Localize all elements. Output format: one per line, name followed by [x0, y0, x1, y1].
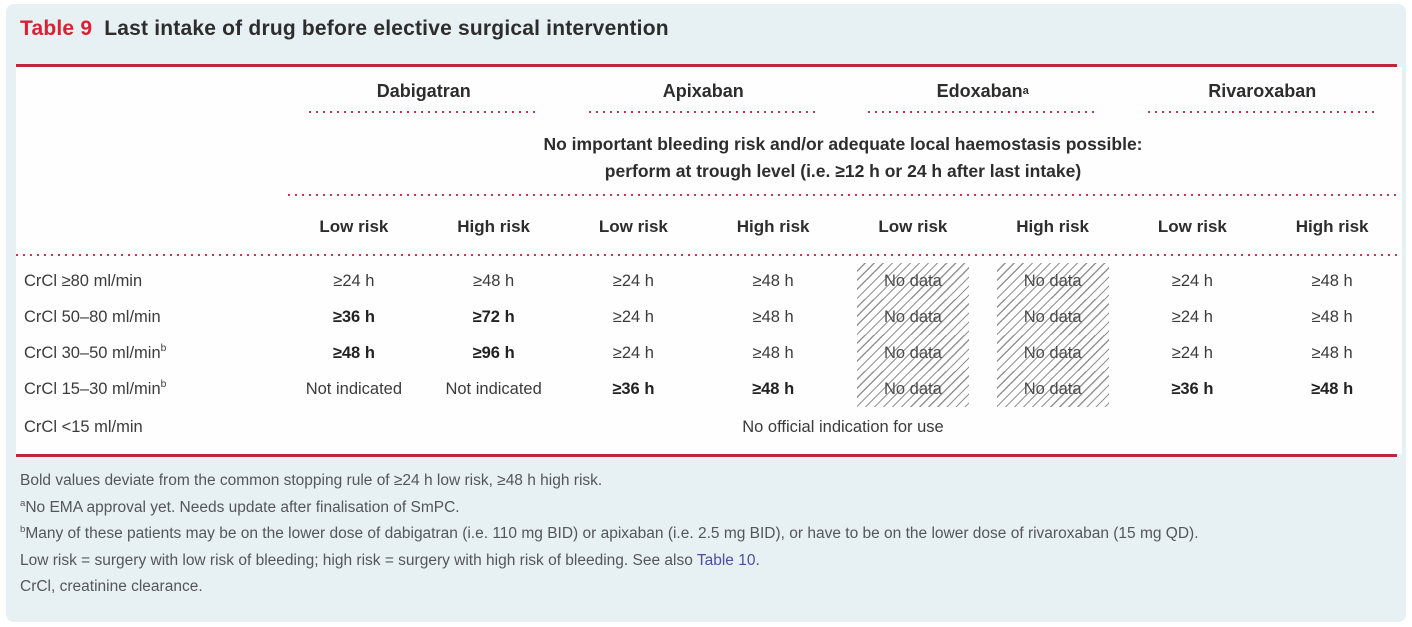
- full-dotted-divider: [16, 254, 1402, 256]
- footnote-bold-values: Bold values deviate from the common stop…: [20, 472, 603, 489]
- value-cell: ≥24 h: [333, 271, 375, 290]
- value-cell: ≥48 h: [1311, 307, 1353, 326]
- value-cell: ≥48 h: [752, 271, 794, 290]
- value-cell: ≥24 h: [612, 307, 654, 326]
- footnote-crcl: CrCl, creatinine clearance.: [20, 578, 203, 595]
- table-grid: Dabigatran Apixaban Edoxaban a Rivaroxaban No…: [16, 67, 1402, 454]
- value-cell: ≥36 h: [612, 379, 655, 398]
- corner-cell: [16, 67, 284, 115]
- table-title: Table 9 Last intake of drug before electi…: [20, 17, 669, 41]
- row-label: CrCl <15 ml/min: [24, 417, 143, 436]
- value-cell: Not indicated: [305, 379, 403, 398]
- no-data-cell: No data: [996, 299, 1109, 335]
- table-number: Table 9: [20, 17, 93, 40]
- value-cell: ≥24 h: [612, 343, 654, 362]
- drug-group-header: Edoxaban a: [843, 67, 1123, 115]
- drug-group-header: Dabigatran: [284, 67, 564, 115]
- value-cell: ≥48 h: [1311, 271, 1353, 290]
- footnote-a: aNo EMA approval yet. Needs update after…: [20, 495, 1400, 522]
- no-data-cell: No data: [996, 335, 1109, 371]
- risk-header: Low risk: [598, 217, 668, 236]
- no-data-cell: No data: [857, 335, 969, 371]
- table-title-text: Last intake of drug before elective surg…: [104, 17, 669, 40]
- no-data-cell: No data: [857, 263, 969, 299]
- no-data-cell: No data: [996, 263, 1109, 299]
- no-data-cell: No data: [857, 371, 969, 407]
- footnote-b-marker: b: [20, 523, 26, 535]
- drug-group-header: Apixaban: [564, 67, 844, 115]
- value-cell: ≥24 h: [1171, 307, 1213, 326]
- value-cell: ≥72 h: [472, 307, 515, 326]
- value-cell: ≥96 h: [472, 343, 515, 362]
- row-label: CrCl 30–50 ml/min b: [24, 343, 167, 362]
- value-cell: ≥36 h: [332, 307, 375, 326]
- risk-header: High risk: [1016, 217, 1089, 236]
- value-cell: ≥48 h: [752, 307, 794, 326]
- row-label: CrCl ≥80 ml/min: [24, 271, 143, 290]
- no-data-cell: No data: [857, 299, 969, 335]
- table10-link[interactable]: Table 10: [696, 551, 756, 569]
- footnote-a-text: No EMA approval yet. Needs update after …: [25, 498, 460, 516]
- footnotes: Bold values deviate from the common stop…: [20, 468, 1400, 601]
- table-body: Dabigatran Apixaban Edoxaban a Rivaroxaban No…: [16, 67, 1402, 454]
- risk-header: High risk: [457, 217, 530, 236]
- value-cell: ≥48 h: [1311, 343, 1353, 362]
- risk-header: High risk: [736, 217, 810, 236]
- footnote-a-marker: a: [20, 497, 26, 509]
- value-cell: Not indicated: [445, 379, 542, 398]
- value-cell: ≥48 h: [1311, 379, 1354, 398]
- footnote-b: bMany of these patients may be on the lo…: [20, 521, 1400, 548]
- top-rule: [16, 64, 1397, 67]
- drug-group-header: Rivaroxaban: [1123, 67, 1403, 115]
- risk-header: Low risk: [1157, 217, 1227, 236]
- spacer-cell: [16, 115, 284, 201]
- span-cell: No official indication for use: [742, 417, 944, 436]
- value-cell: ≥24 h: [1171, 343, 1213, 362]
- value-cell: ≥24 h: [1171, 271, 1213, 290]
- value-cell: ≥48 h: [752, 379, 795, 398]
- risk-header: High risk: [1295, 217, 1369, 236]
- footnote-risk-post: .: [755, 551, 760, 569]
- bottom-rule: [16, 454, 1397, 457]
- row-label: CrCl 50–80 ml/min: [24, 307, 161, 326]
- footnote-b-text: Many of these patients may be on the low…: [25, 525, 1199, 542]
- row-label: CrCl 15–30 ml/min b: [24, 379, 167, 398]
- footnote-risk-definition: Low risk = surgery with low risk of blee…: [20, 548, 1400, 575]
- value-cell: ≥24 h: [612, 271, 654, 290]
- no-data-cell: No data: [996, 371, 1109, 407]
- footnote-risk-pre: Low risk = surgery with low risk of blee…: [20, 551, 697, 569]
- risk-header: Low risk: [878, 217, 948, 236]
- condition-header: No important bleeding risk and/or adequa…: [284, 115, 1402, 201]
- risk-header: Low risk: [319, 217, 389, 236]
- value-cell: ≥36 h: [1171, 379, 1214, 398]
- value-cell: ≥48 h: [752, 343, 794, 362]
- spacer-cell: [16, 201, 284, 253]
- value-cell: ≥48 h: [332, 343, 375, 362]
- value-cell: ≥48 h: [473, 271, 515, 290]
